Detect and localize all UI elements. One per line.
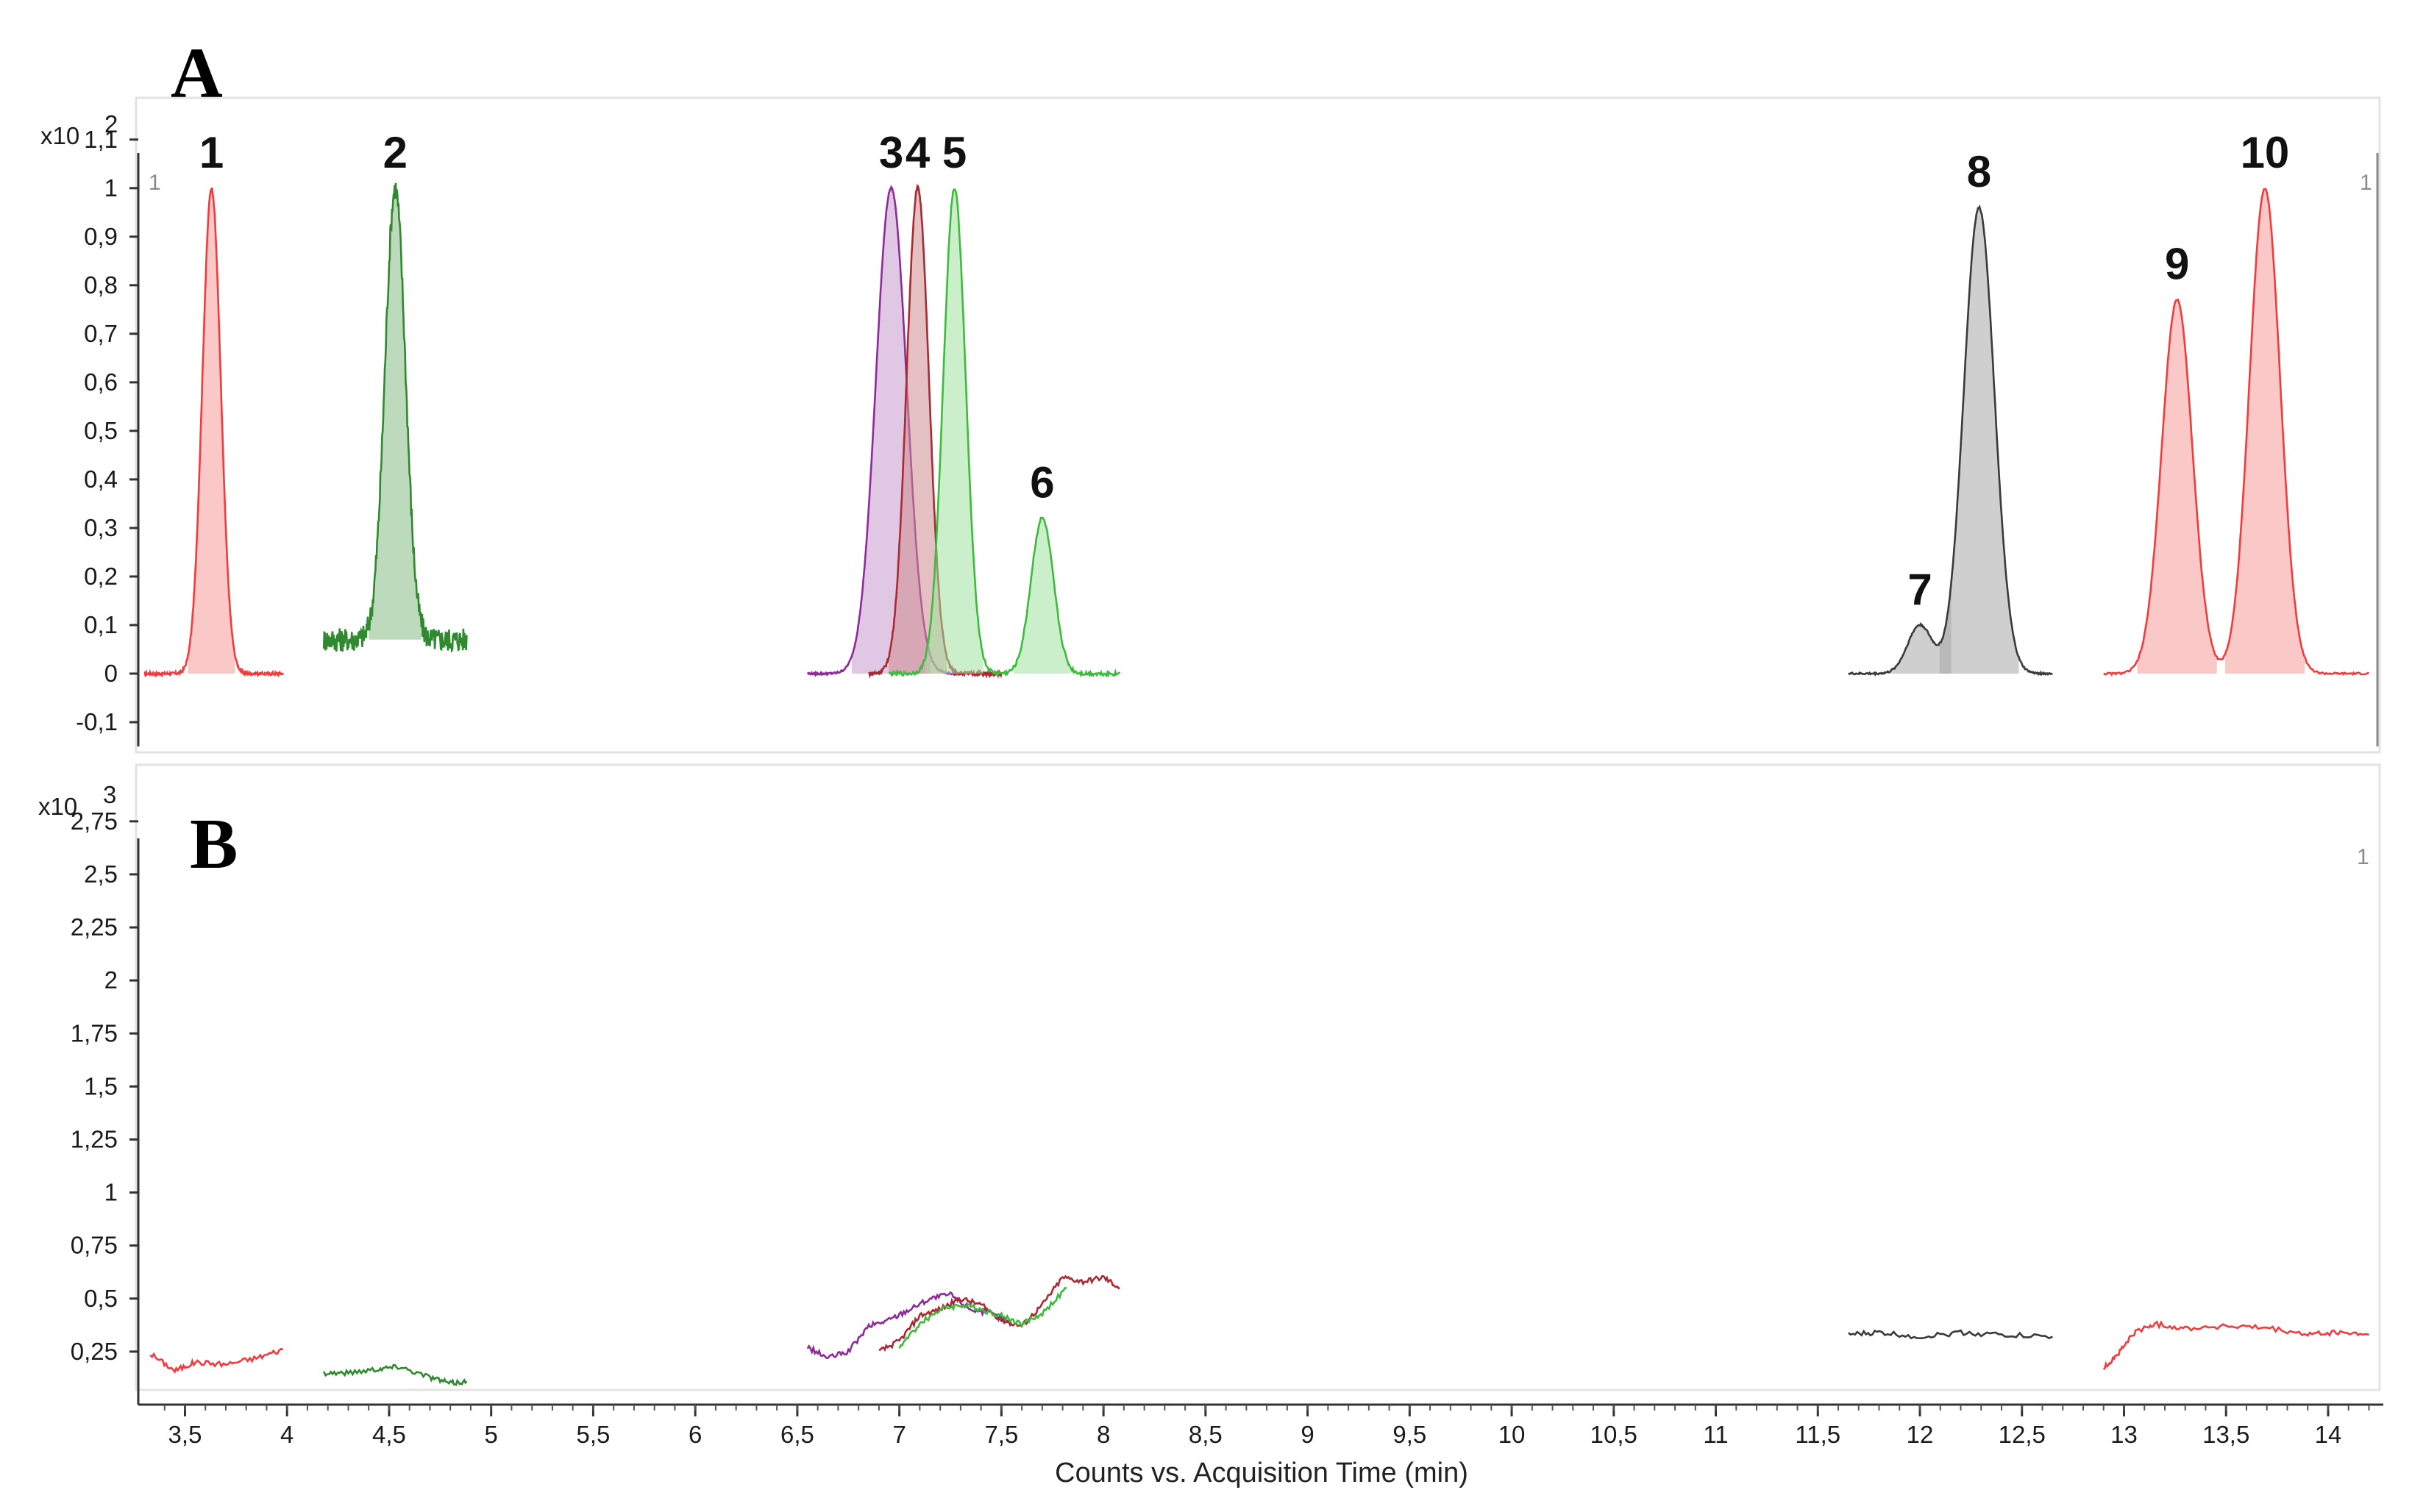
- peak-label-1: 1: [199, 128, 224, 177]
- panel-a-y-tick-label: 0,7: [84, 320, 118, 347]
- panel-b-y-tick-label: 2: [104, 966, 118, 994]
- x-axis: 3,5 4 4,5 5 5,5 6 6,5 7 7,5 8 8,5 9 9,5 10 10,5 11 11,5 1…: [138, 1403, 2383, 1488]
- peak-area-2: [369, 182, 422, 640]
- x-tick-label: 5,5: [577, 1421, 611, 1448]
- panel-b-y-tick-label: 0,75: [71, 1232, 118, 1259]
- panel-a-y-tick-label: 0,2: [84, 563, 118, 590]
- panel-b-y-tick-label: 1,5: [84, 1072, 118, 1099]
- panel-a-y-tick-label: 0,5: [84, 417, 118, 444]
- panel-b-scale-label: x10: [38, 793, 77, 820]
- x-tick-label: 8,5: [1189, 1421, 1223, 1448]
- panel-b-trace: [898, 1287, 1067, 1349]
- x-tick-label: 10,5: [1590, 1421, 1637, 1448]
- x-tick-label: 7,5: [984, 1421, 1018, 1448]
- panel-a-y-tick-label: 0: [104, 660, 118, 687]
- panel-b-scale-exponent: 3: [103, 781, 116, 808]
- peak-area-5: [925, 189, 983, 674]
- panel-b-y-tick-label: 1,25: [71, 1125, 118, 1152]
- panel-a-scale-exponent: 2: [104, 110, 118, 138]
- peak-label-7: 7: [1907, 565, 1932, 614]
- peak-label-10: 10: [2241, 128, 2290, 177]
- peak-label-3: 3: [879, 128, 903, 177]
- panel-b-y-tick-label: 2,75: [71, 807, 118, 835]
- panel-a-letter: A: [171, 34, 223, 113]
- peak-area-7: [1888, 582, 1952, 674]
- panel-b-frame: [135, 763, 2381, 1391]
- panel-a-corner-mark-left: 1: [149, 171, 161, 195]
- panel-b-y-tick-label: 2,25: [71, 913, 118, 941]
- panel-b-corner-mark: 1: [2357, 845, 2369, 869]
- x-tick-label: 4,5: [372, 1421, 406, 1448]
- panel-a: A x10 2 1 1 1,1 1 0,9 0,8 0,7 0,6 0,5 0,4 0,3 0,2…: [40, 34, 2381, 754]
- peak-area-10: [2224, 189, 2305, 674]
- panel-a-y-tick-label: 0,1: [84, 611, 118, 638]
- peak-area-1: [188, 188, 235, 674]
- panel-b-y-tick-label: 2,5: [84, 860, 118, 888]
- peak-label-9: 9: [2165, 240, 2189, 289]
- panel-a-y-tick-label: 0,3: [84, 514, 118, 541]
- peak-area-6: [1013, 517, 1071, 674]
- x-tick-label: 3,5: [168, 1421, 202, 1448]
- peak-area-4: [889, 187, 947, 674]
- x-tick-label: 7: [892, 1421, 906, 1448]
- panel-a-y-tick-label: -0,1: [76, 708, 118, 735]
- panel-a-y-tick-label: 1: [104, 174, 118, 202]
- panel-b-y-tick-label: 1: [104, 1179, 118, 1206]
- panel-b-y-tick-label: 0,25: [71, 1338, 118, 1365]
- x-tick-label: 5: [485, 1421, 498, 1448]
- peak-label-5: 5: [942, 128, 967, 177]
- panel-a-corner-mark-right: 1: [2360, 171, 2372, 195]
- panel-b-trace: [149, 1347, 284, 1374]
- panel-a-y-tick-label: 0,4: [84, 466, 118, 493]
- peak-label-2: 2: [383, 128, 408, 177]
- panel-b-trace: [1848, 1329, 2053, 1340]
- panel-a-y-tick-label: 1,1: [84, 126, 118, 153]
- x-tick-label: 4: [280, 1421, 294, 1448]
- x-tick-label: 12: [1907, 1421, 1934, 1448]
- panel-b-y-tick-label: 0,5: [84, 1285, 118, 1312]
- panel-b-trace: [323, 1363, 468, 1386]
- peak-label-8: 8: [1967, 147, 1991, 196]
- panel-a-trace: [322, 182, 468, 654]
- panel-a-trace: [143, 187, 284, 678]
- x-tick-label: 13: [2110, 1421, 2138, 1448]
- panel-a-trace: [2103, 188, 2369, 677]
- panel-a-trace: [1847, 204, 2053, 677]
- panel-a-trace: [888, 188, 1121, 678]
- panel-b-letter: B: [190, 805, 238, 884]
- peak-label-6: 6: [1030, 458, 1054, 507]
- x-tick-label: 9: [1301, 1421, 1314, 1448]
- peak-label-4: 4: [906, 128, 931, 177]
- panel-a-frame: [135, 96, 2381, 754]
- x-tick-label: 9,5: [1392, 1421, 1426, 1448]
- panel-b-y-tick-label: 1,75: [71, 1019, 118, 1046]
- panel-b-trace: [2102, 1320, 2369, 1371]
- panel-a-y-tick-label: 0,8: [84, 271, 118, 299]
- x-tick-label: 14: [2315, 1421, 2342, 1448]
- x-axis-label: Counts vs. Acquisition Time (min): [1055, 1458, 1468, 1488]
- panel-a-scale-label: x10: [40, 122, 79, 149]
- x-tick-label: 11,5: [1795, 1421, 1840, 1448]
- x-tick-label: 10: [1498, 1421, 1526, 1448]
- x-tick-label: 12,5: [1999, 1421, 2046, 1448]
- peak-area-9: [2137, 299, 2217, 674]
- panel-a-y-tick-label: 0,6: [84, 368, 118, 396]
- peak-area-8: [1939, 207, 2019, 674]
- x-tick-label: 6,5: [780, 1421, 814, 1448]
- x-tick-label: 13,5: [2202, 1421, 2249, 1448]
- panel-b-trace: [878, 1274, 1120, 1352]
- panel-b: B x10 3 1 2,75 2,5 2,25 2 1,75 1,5 1,25 1 0,75 0,…: [38, 763, 2381, 1405]
- x-tick-label: 11: [1703, 1421, 1728, 1448]
- panel-a-y-tick-label: 0,9: [84, 223, 118, 250]
- x-tick-label: 6: [689, 1421, 702, 1448]
- x-tick-label: 8: [1097, 1421, 1110, 1448]
